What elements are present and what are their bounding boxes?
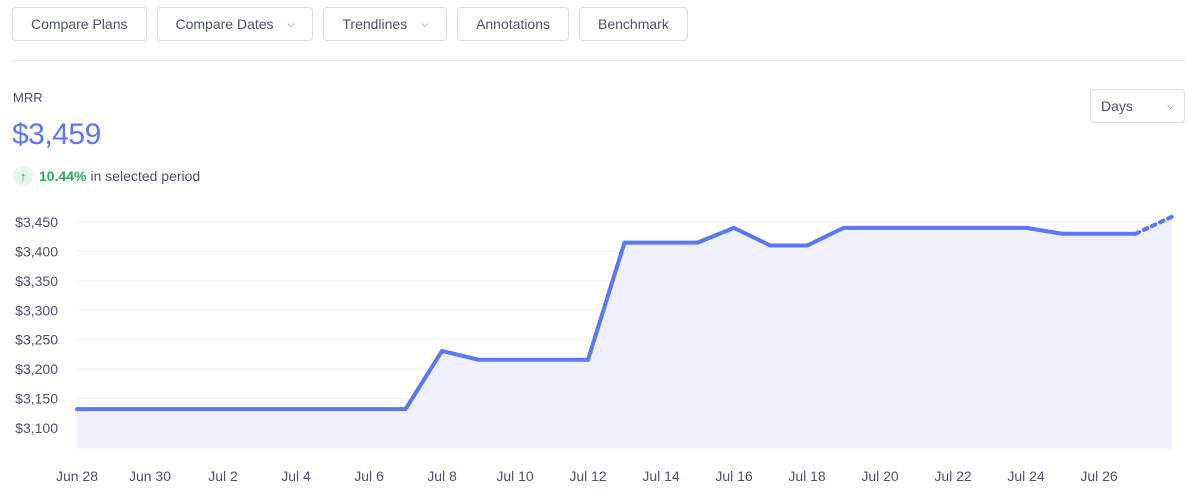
series-line-projected bbox=[1133, 214, 1174, 236]
y-tick-label: $3,100 bbox=[15, 420, 58, 436]
compare-dates-label: Compare Dates bbox=[175, 16, 274, 32]
x-tick-label: Jul 4 bbox=[281, 468, 311, 484]
period-select-value: Days bbox=[1101, 98, 1133, 114]
y-tick-label: $3,250 bbox=[15, 332, 58, 348]
x-tick-label: Jun 28 bbox=[56, 468, 98, 484]
benchmark-label: Benchmark bbox=[598, 16, 669, 32]
x-tick-label: Jul 10 bbox=[496, 468, 534, 484]
y-tick-label: $3,200 bbox=[15, 361, 58, 377]
change-text: in selected period bbox=[90, 168, 201, 184]
chevron-down-icon: ⌵ bbox=[421, 18, 429, 29]
x-tick-label: Jun 30 bbox=[129, 468, 171, 484]
compare-dates-dropdown[interactable]: Compare Dates ⌵ bbox=[156, 7, 314, 41]
y-tick-label: $3,400 bbox=[15, 243, 58, 259]
metric-label: MRR bbox=[13, 90, 43, 105]
toolbar-divider bbox=[12, 60, 1185, 61]
period-select[interactable]: Days ⌵ bbox=[1090, 89, 1185, 123]
y-tick-label: $3,150 bbox=[15, 391, 58, 407]
annotations-label: Annotations bbox=[476, 16, 551, 32]
annotations-button[interactable]: Annotations bbox=[457, 7, 570, 41]
compare-plans-button[interactable]: Compare Plans bbox=[12, 7, 147, 41]
compare-plans-label: Compare Plans bbox=[31, 16, 128, 32]
x-tick-label: Jul 8 bbox=[427, 468, 457, 484]
toolbar: Compare Plans Compare Dates ⌵ Trendlines… bbox=[12, 7, 688, 41]
trendlines-label: Trendlines bbox=[342, 16, 408, 32]
metric-value: $3,459 bbox=[12, 118, 101, 151]
x-tick-label: Jul 6 bbox=[354, 468, 384, 484]
y-tick-label: $3,300 bbox=[15, 302, 58, 318]
y-tick-label: $3,450 bbox=[15, 214, 58, 230]
series-line bbox=[75, 225, 1138, 412]
x-tick-label: Jul 14 bbox=[642, 468, 680, 484]
x-tick-label: Jul 18 bbox=[788, 468, 826, 484]
y-tick-label: $3,350 bbox=[15, 273, 58, 289]
chevron-down-icon: ⌵ bbox=[287, 18, 295, 29]
x-tick-label: Jul 16 bbox=[715, 468, 753, 484]
change-percent: 10.44% bbox=[39, 168, 87, 184]
x-tick-label: Jul 24 bbox=[1007, 468, 1045, 484]
x-tick-label: Jul 2 bbox=[208, 468, 238, 484]
x-tick-label: Jul 22 bbox=[934, 468, 972, 484]
arrow-up-icon: ↑ bbox=[13, 166, 33, 186]
area-fill bbox=[77, 216, 1172, 448]
x-tick-label: Jul 12 bbox=[569, 468, 607, 484]
chevron-down-icon: ⌵ bbox=[1167, 100, 1174, 111]
change-indicator: ↑ 10.44% in selected period bbox=[13, 166, 200, 186]
x-tick-label: Jul 26 bbox=[1080, 468, 1118, 484]
benchmark-button[interactable]: Benchmark bbox=[579, 7, 688, 41]
trendlines-dropdown[interactable]: Trendlines ⌵ bbox=[323, 7, 448, 41]
x-tick-label: Jul 20 bbox=[861, 468, 899, 484]
